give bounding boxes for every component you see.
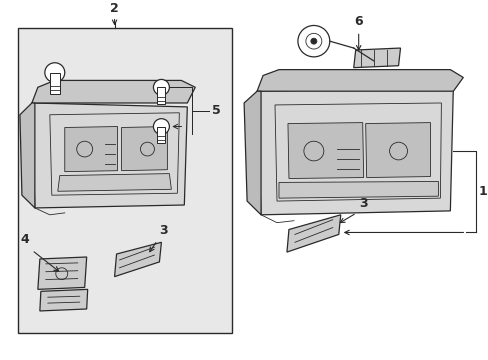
Polygon shape [257, 69, 462, 91]
Bar [157, 126, 165, 143]
Circle shape [153, 119, 169, 134]
Polygon shape [122, 126, 167, 171]
Polygon shape [32, 80, 195, 103]
Text: 2: 2 [110, 2, 119, 15]
Polygon shape [287, 123, 363, 179]
Text: 1: 1 [477, 185, 486, 198]
Circle shape [297, 26, 329, 57]
Text: 3: 3 [358, 197, 366, 210]
Circle shape [310, 38, 316, 44]
Polygon shape [40, 289, 87, 311]
Polygon shape [38, 257, 86, 289]
Text: 4: 4 [20, 233, 29, 246]
Polygon shape [286, 215, 340, 252]
Polygon shape [365, 123, 429, 177]
Bar [157, 87, 165, 104]
Polygon shape [257, 87, 452, 215]
Polygon shape [58, 174, 171, 191]
Circle shape [153, 80, 169, 95]
Polygon shape [279, 181, 438, 198]
Circle shape [45, 63, 64, 82]
Text: 5: 5 [212, 104, 221, 117]
Polygon shape [64, 126, 117, 172]
Polygon shape [32, 103, 187, 208]
Text: 3: 3 [159, 224, 168, 237]
Polygon shape [114, 242, 161, 276]
Polygon shape [244, 91, 261, 215]
Polygon shape [353, 48, 400, 68]
Bar [50, 73, 60, 94]
Polygon shape [20, 103, 35, 208]
Text: 6: 6 [354, 15, 362, 28]
Bar [18, 28, 232, 333]
